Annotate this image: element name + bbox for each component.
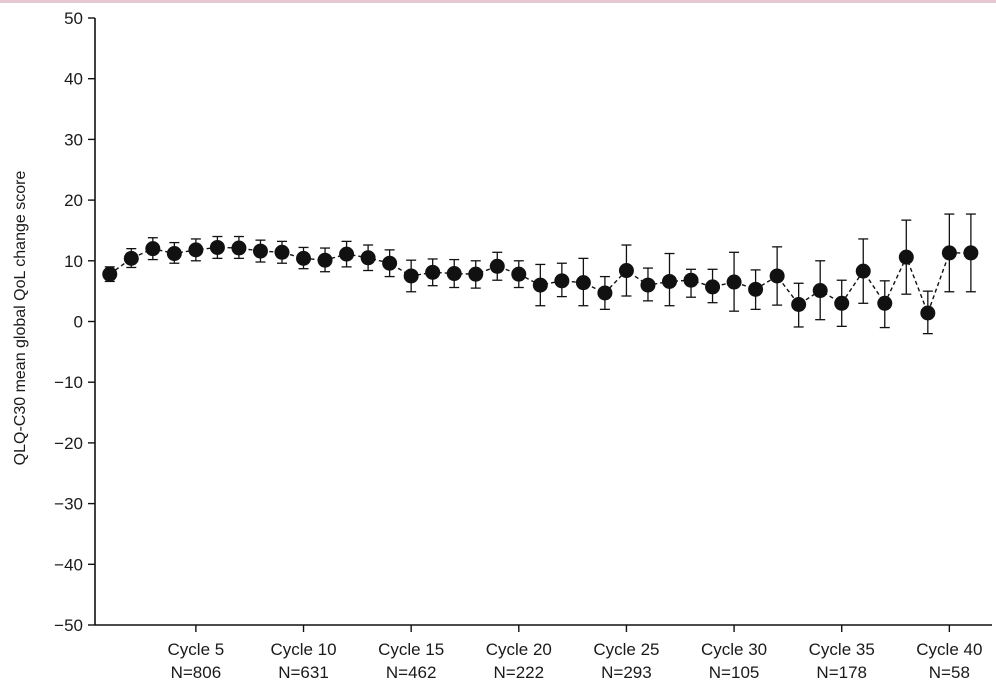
data-point xyxy=(618,263,634,279)
data-point xyxy=(317,252,333,268)
y-tick-label: −40 xyxy=(54,555,83,574)
data-point xyxy=(360,250,376,266)
y-tick-label: 20 xyxy=(64,191,83,210)
x-tick-label-n: N=806 xyxy=(171,663,222,682)
data-point xyxy=(554,273,570,289)
y-tick-label: −30 xyxy=(54,495,83,514)
data-point xyxy=(791,297,807,313)
x-tick-label-cycle: Cycle 40 xyxy=(916,640,982,659)
x-tick-label-n: N=58 xyxy=(929,663,970,682)
data-point xyxy=(403,268,419,284)
y-axis-title: QLQ-C30 mean global QoL change score xyxy=(12,171,29,466)
data-point xyxy=(834,295,850,311)
y-tick-label: 30 xyxy=(64,130,83,149)
data-point xyxy=(296,250,312,266)
data-point xyxy=(683,272,699,288)
x-tick-label-n: N=105 xyxy=(709,663,760,682)
data-point xyxy=(705,279,721,295)
y-tick-label: 50 xyxy=(64,9,83,28)
data-point xyxy=(166,246,182,262)
y-tick-label: −10 xyxy=(54,373,83,392)
data-point xyxy=(274,244,290,260)
y-tick-label: 10 xyxy=(64,252,83,271)
data-point xyxy=(726,274,742,290)
data-point xyxy=(920,305,936,321)
y-tick-label: −20 xyxy=(54,434,83,453)
data-point xyxy=(382,255,398,271)
data-point xyxy=(339,246,355,262)
x-tick-label-n: N=631 xyxy=(278,663,329,682)
x-tick-label-cycle: Cycle 5 xyxy=(168,640,225,659)
data-point xyxy=(575,275,591,291)
y-tick-label: 0 xyxy=(74,313,83,332)
data-point xyxy=(855,263,871,279)
data-point xyxy=(898,249,914,265)
data-point xyxy=(941,245,957,261)
x-tick-label-n: N=462 xyxy=(386,663,437,682)
x-tick-label-cycle: Cycle 15 xyxy=(378,640,444,659)
axes-layer: 50 40 30 20 10 0 −10 −20 −30 −40 −50 Cycle 5 N=806 Cy… xyxy=(54,9,992,682)
data-point xyxy=(446,266,462,282)
data-point xyxy=(963,245,979,261)
top-accent-rule xyxy=(0,0,996,3)
x-tick-label-n: N=178 xyxy=(816,663,867,682)
data-point xyxy=(748,281,764,297)
data-point xyxy=(425,264,441,280)
data-point xyxy=(209,239,225,255)
data-point xyxy=(468,266,484,282)
y-tick-label: −50 xyxy=(54,616,83,635)
data-point xyxy=(231,240,247,256)
data-point xyxy=(532,277,548,293)
data-point xyxy=(188,242,204,258)
x-tick-label-cycle: Cycle 35 xyxy=(809,640,875,659)
data-point xyxy=(489,258,505,274)
data-point xyxy=(102,266,118,282)
x-tick-label-cycle: Cycle 30 xyxy=(701,640,767,659)
data-point xyxy=(877,295,893,311)
data-point xyxy=(640,277,656,293)
data-point xyxy=(145,241,161,257)
data-point xyxy=(597,285,613,301)
data-point xyxy=(661,273,677,289)
series-layer xyxy=(102,213,979,335)
data-point xyxy=(511,266,527,282)
x-tick-label-cycle: Cycle 25 xyxy=(593,640,659,659)
x-tick-label-n: N=293 xyxy=(601,663,652,682)
data-point xyxy=(252,243,268,259)
y-tick-label: 40 xyxy=(64,70,83,89)
data-point xyxy=(812,283,828,299)
data-point xyxy=(123,250,139,266)
x-tick-label-cycle: Cycle 20 xyxy=(486,640,552,659)
data-point xyxy=(769,268,785,284)
x-tick-label-cycle: Cycle 10 xyxy=(270,640,336,659)
x-tick-label-n: N=222 xyxy=(494,663,545,682)
